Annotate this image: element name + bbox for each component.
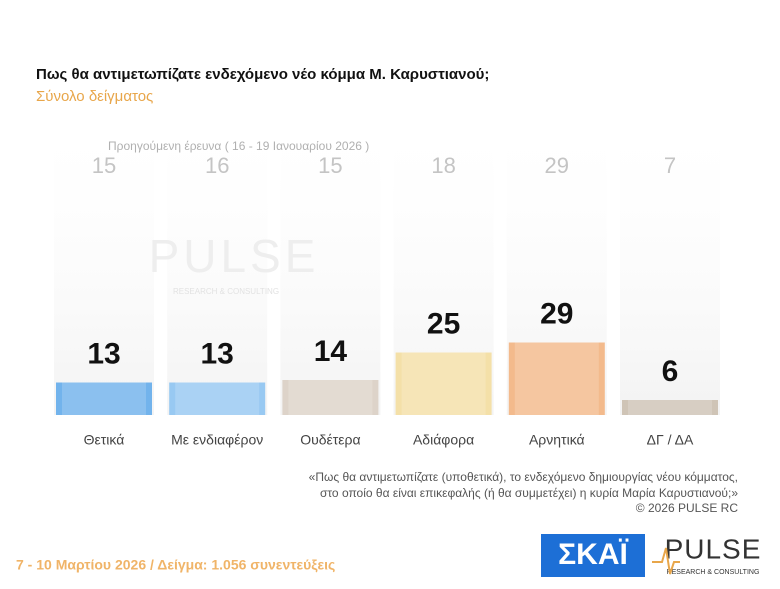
pulse-logo-wave: [652, 547, 680, 575]
x-tick-label: Με ενδιαφέρον: [171, 432, 263, 448]
previous-value: 16: [205, 153, 229, 178]
footer: 7 - 10 Μαρτίου 2026 / Δείγμα: 1.056 συνε…: [16, 557, 335, 573]
chart-title: Πως θα αντιμετωπίζατε ενδεχόμενο νέο κόμ…: [36, 66, 489, 83]
column-bg: [167, 128, 268, 415]
copyright: © 2026 PULSE RC: [636, 501, 739, 515]
value-label: 29: [540, 297, 573, 330]
bar-shine: [628, 400, 712, 415]
skai-logo: ΣΚΑΪ: [558, 538, 628, 571]
bar-shine: [175, 382, 260, 415]
column-bg: [620, 128, 720, 415]
previous-value: 15: [318, 153, 342, 178]
footnote: στο οποίο θα είναι επικεφαλής (ή θα συμμ…: [320, 486, 738, 500]
x-tick-label: Ουδέτερα: [300, 432, 360, 448]
previous-label: Προηγούμενη έρευνα ( 16 - 19 Ιανουαρίου …: [108, 139, 369, 153]
bar: [395, 352, 492, 415]
bar: [56, 382, 152, 415]
previous-value: 29: [545, 153, 569, 178]
x-tick-label: Θετικά: [84, 432, 125, 448]
value-label: 13: [201, 337, 234, 370]
x-tick-label: ΔΓ / ΔΑ: [647, 432, 694, 448]
bar: [169, 382, 266, 415]
bar-shine: [62, 382, 146, 415]
previous-value: 15: [92, 153, 116, 178]
skai-logo-bg: [541, 534, 645, 577]
bar-shine: [514, 342, 599, 415]
pulse-logo-sub: RESEARCH & CONSULTING: [667, 569, 760, 576]
previous-value: 18: [431, 153, 455, 178]
bar: [282, 380, 379, 415]
pulse-logo: PULSE: [665, 533, 762, 564]
watermark-sub: RESEARCH & CONSULTING: [173, 287, 279, 296]
bar-shine: [401, 352, 486, 415]
column-bg: [280, 128, 381, 415]
column-bg: [54, 128, 154, 415]
bar: [508, 342, 605, 415]
bar-shine: [288, 380, 373, 415]
footnote: «Πως θα αντιμετωπίζατε (υποθετικά), το ε…: [309, 470, 738, 484]
value-label: 6: [662, 355, 679, 388]
watermark: PULSE: [149, 230, 320, 282]
x-tick-label: Αρνητικά: [529, 432, 585, 448]
previous-value: 7: [664, 153, 676, 178]
x-tick-label: Αδιάφορα: [413, 432, 474, 448]
chart-subtitle: Σύνολο δείγματος: [36, 88, 153, 105]
value-label: 25: [427, 307, 460, 340]
bar: [622, 400, 718, 415]
value-label: 14: [314, 335, 348, 368]
value-label: 13: [87, 337, 120, 370]
